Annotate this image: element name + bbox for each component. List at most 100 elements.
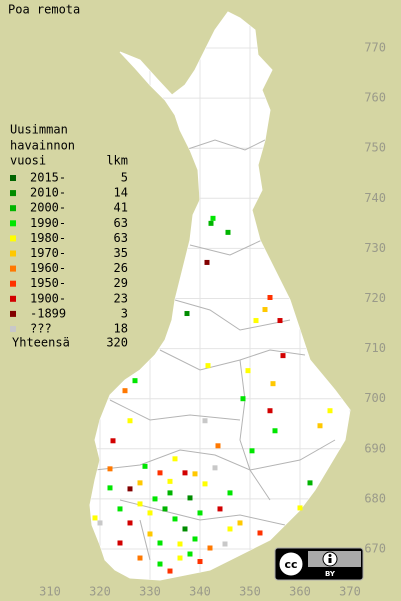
legend: 2015- 5 2010- 14 2000- 41 1990- 63 1980- 63 1970- 3… <box>10 171 128 336</box>
legend-count: 18 <box>114 322 128 336</box>
border <box>174 299 291 331</box>
observation <box>182 526 188 532</box>
observation <box>197 510 203 516</box>
observation <box>227 490 233 496</box>
legend-swatch <box>10 280 16 287</box>
border <box>189 239 263 256</box>
observation <box>187 551 193 557</box>
legend-label: -1899 <box>30 306 66 320</box>
observation <box>187 495 193 501</box>
y-tick-label: 700 <box>364 391 386 405</box>
legend-label: 1900- <box>30 291 66 305</box>
by-text: BY <box>325 570 336 578</box>
observation <box>262 307 268 313</box>
observation <box>267 294 273 300</box>
observation <box>142 463 148 469</box>
observation <box>245 368 251 374</box>
x-tick-label: 360 <box>289 585 311 599</box>
observation <box>177 555 183 561</box>
license-badge: cc BY <box>274 547 364 581</box>
border <box>139 519 151 561</box>
legend-count: 63 <box>114 231 128 245</box>
observation <box>257 530 263 536</box>
count-header: lkm <box>106 154 128 168</box>
legend-swatch <box>10 235 16 242</box>
observation <box>184 311 190 317</box>
observation <box>137 480 143 486</box>
x-tick-label: 350 <box>239 585 261 599</box>
by-icon-head <box>328 554 332 557</box>
observation <box>249 448 255 454</box>
total-label: Yhteensä <box>12 336 70 350</box>
y-tick-label: 730 <box>364 241 386 255</box>
legend-swatch <box>10 326 16 332</box>
y-tick-label: 690 <box>364 441 386 455</box>
observation <box>205 363 211 369</box>
legend-swatch <box>10 175 16 181</box>
x-tick-label: 370 <box>339 585 361 599</box>
observation <box>92 515 98 521</box>
legend-label: 2015- <box>30 171 66 185</box>
observation <box>132 378 138 384</box>
legend-count: 14 <box>114 186 128 200</box>
legend-label: 2010- <box>30 186 66 200</box>
legend-count: 26 <box>114 261 128 275</box>
observation <box>147 531 153 537</box>
observation <box>137 501 143 507</box>
legend-swatch <box>10 220 16 227</box>
y-tick-label: 740 <box>364 191 386 205</box>
observation <box>327 408 333 414</box>
observation <box>237 520 243 526</box>
observation <box>204 259 210 265</box>
y-tick-label: 680 <box>364 491 386 505</box>
observation <box>172 516 178 522</box>
observation <box>167 478 173 484</box>
border <box>239 359 271 501</box>
observation <box>157 470 163 476</box>
legend-count: 35 <box>114 246 128 260</box>
observation <box>227 526 233 532</box>
total-count: 320 <box>106 336 128 350</box>
observation <box>107 466 113 472</box>
observation <box>222 541 228 547</box>
observation <box>208 220 214 226</box>
observation <box>172 456 178 462</box>
observation <box>317 423 323 429</box>
observation <box>127 520 133 526</box>
x-tick-label: 330 <box>139 585 161 599</box>
observation <box>217 506 223 512</box>
x-tick-label: 340 <box>189 585 211 599</box>
observation <box>127 418 133 424</box>
observation <box>202 418 208 424</box>
y-tick-label: 760 <box>364 91 386 105</box>
observation <box>152 496 158 502</box>
y-tick-label: 670 <box>364 542 386 556</box>
observation <box>225 229 231 235</box>
observation <box>127 486 133 492</box>
observation <box>182 470 188 476</box>
y-tick-label: 770 <box>364 41 386 55</box>
legend-count: 41 <box>114 201 128 215</box>
legend-label: 1950- <box>30 276 66 290</box>
observation <box>97 520 103 526</box>
legend-label: 2000- <box>30 201 66 215</box>
observation <box>207 545 213 551</box>
legend-count: 3 <box>121 306 128 320</box>
y-tick-label: 710 <box>364 341 386 355</box>
observation <box>297 505 303 511</box>
legend-label: 1960- <box>30 261 66 275</box>
legend-label: ??? <box>30 322 52 336</box>
observation <box>177 541 183 547</box>
observation <box>267 408 273 414</box>
border <box>109 399 241 421</box>
legend-label: 1990- <box>30 216 66 230</box>
legend-count: 5 <box>121 171 128 185</box>
observation <box>147 510 153 516</box>
observation <box>122 388 128 394</box>
cc-text: cc <box>284 558 297 571</box>
observation <box>210 215 216 221</box>
legend-header: vuosi <box>10 154 46 168</box>
observation <box>277 318 283 324</box>
